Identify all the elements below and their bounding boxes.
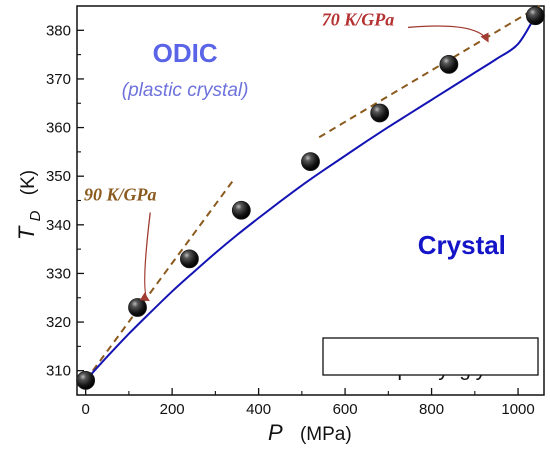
data-point bbox=[180, 249, 199, 269]
x-tick-label: 1000 bbox=[501, 401, 534, 418]
x-axis-title: P (MPa) bbox=[268, 420, 352, 445]
y-tick-label: 380 bbox=[46, 22, 71, 39]
data-point bbox=[370, 103, 390, 123]
slope-label-90: 90 K/GPa bbox=[84, 185, 157, 205]
region-label-plastic-crystal: (plastic crystal) bbox=[122, 80, 249, 101]
data-point bbox=[231, 200, 251, 220]
data-point bbox=[439, 54, 459, 74]
x-tick-label: 600 bbox=[333, 401, 358, 418]
y-axis-unit: (K) bbox=[18, 170, 39, 195]
fit-curve bbox=[84, 15, 537, 382]
x-tick-label: 200 bbox=[160, 401, 185, 418]
data-point bbox=[76, 371, 96, 390]
series-layer bbox=[76, 5, 545, 390]
y-tick-label: 330 bbox=[46, 265, 71, 282]
y-tick-label: 340 bbox=[46, 217, 71, 234]
arrow-90 bbox=[139, 212, 151, 302]
y-tick-label: 370 bbox=[46, 71, 71, 88]
tick-labels: 0 200 400 600 800 1000 310 320 330 340 350 360 370 38… bbox=[46, 22, 535, 418]
y-tick-label: 310 bbox=[46, 363, 71, 380]
x-tick-label: 0 bbox=[81, 401, 89, 418]
x-tick-label: 800 bbox=[419, 401, 444, 418]
svg-text:T D (K): T D (K) bbox=[14, 170, 45, 240]
data-point bbox=[128, 298, 147, 317]
x-tick-label: 400 bbox=[246, 401, 271, 418]
y-axis-title: T D (K) bbox=[14, 170, 45, 240]
legend-box bbox=[322, 337, 539, 376]
y-tick-label: 350 bbox=[46, 168, 71, 185]
region-label-odic: ODIC bbox=[153, 38, 218, 68]
x-axis-symbol: P bbox=[268, 420, 283, 445]
y-tick-label: 320 bbox=[46, 314, 71, 331]
y-axis-symbol: T bbox=[14, 225, 39, 240]
y-axis-subscript: D bbox=[27, 210, 44, 221]
tangent-low-line bbox=[84, 180, 234, 382]
arrow-70 bbox=[408, 25, 489, 43]
axis-ticks bbox=[77, 29, 519, 395]
slope-label-70: 70 K/GPa bbox=[322, 9, 395, 29]
y-tick-label: 360 bbox=[46, 120, 71, 137]
x-axis-unit: (MPa) bbox=[300, 424, 352, 445]
tangent-high-line bbox=[318, 5, 541, 139]
data-point bbox=[301, 152, 320, 172]
data-point bbox=[525, 6, 545, 26]
region-label-crystal: Crystal bbox=[418, 230, 506, 260]
